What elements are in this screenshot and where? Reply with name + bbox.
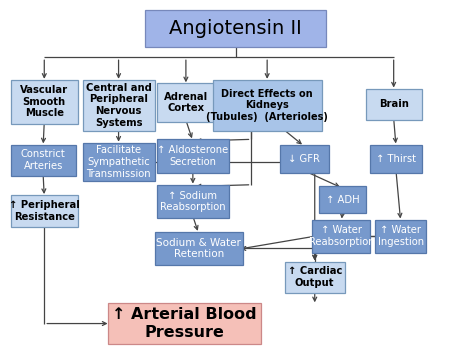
FancyBboxPatch shape	[108, 303, 261, 344]
FancyBboxPatch shape	[157, 185, 229, 218]
FancyBboxPatch shape	[157, 139, 229, 172]
FancyBboxPatch shape	[284, 262, 345, 293]
FancyBboxPatch shape	[10, 80, 78, 124]
Text: ↑ Cardiac
Output: ↑ Cardiac Output	[288, 266, 342, 288]
Text: ↑ Aldosterone
Secretion: ↑ Aldosterone Secretion	[157, 145, 228, 167]
FancyBboxPatch shape	[82, 143, 155, 181]
FancyBboxPatch shape	[10, 145, 76, 176]
Text: ↑ Sodium
Reabsorption: ↑ Sodium Reabsorption	[160, 190, 226, 212]
FancyBboxPatch shape	[280, 145, 328, 172]
Text: ↑ Peripheral
Resistance: ↑ Peripheral Resistance	[9, 200, 80, 222]
Text: Adrenal
Cortex: Adrenal Cortex	[164, 92, 208, 113]
Text: ↑ Thirst: ↑ Thirst	[376, 153, 416, 164]
Text: Sodium & Water
Retention: Sodium & Water Retention	[156, 238, 241, 259]
FancyBboxPatch shape	[312, 220, 371, 253]
FancyBboxPatch shape	[157, 83, 215, 122]
Text: ↓ GFR: ↓ GFR	[288, 153, 320, 164]
Text: ↑ Water
Ingestion: ↑ Water Ingestion	[378, 225, 424, 247]
FancyBboxPatch shape	[82, 80, 155, 131]
Text: Brain: Brain	[379, 99, 409, 109]
Text: Vascular
Smooth
Muscle: Vascular Smooth Muscle	[20, 85, 68, 118]
Text: ↑ Water
Reabsorption: ↑ Water Reabsorption	[309, 225, 374, 247]
FancyBboxPatch shape	[375, 220, 426, 253]
FancyBboxPatch shape	[155, 232, 243, 265]
FancyBboxPatch shape	[10, 195, 78, 227]
FancyBboxPatch shape	[371, 145, 421, 172]
Text: Central and
Peripheral
Nervous
Systems: Central and Peripheral Nervous Systems	[86, 83, 152, 128]
Text: Facilitate
Sympathetic
Transmission: Facilitate Sympathetic Transmission	[86, 145, 151, 178]
Text: Direct Effects on
Kidneys
(Tubules)  (Arterioles): Direct Effects on Kidneys (Tubules) (Art…	[206, 89, 328, 122]
Text: Angiotensin II: Angiotensin II	[169, 19, 302, 38]
FancyBboxPatch shape	[366, 89, 421, 120]
Text: Constrict
Arteries: Constrict Arteries	[21, 150, 65, 171]
FancyBboxPatch shape	[213, 80, 322, 131]
FancyBboxPatch shape	[145, 10, 327, 47]
Text: ↑ Arterial Blood
Pressure: ↑ Arterial Blood Pressure	[112, 307, 257, 340]
Text: ↑ ADH: ↑ ADH	[326, 195, 359, 205]
FancyBboxPatch shape	[319, 187, 366, 213]
